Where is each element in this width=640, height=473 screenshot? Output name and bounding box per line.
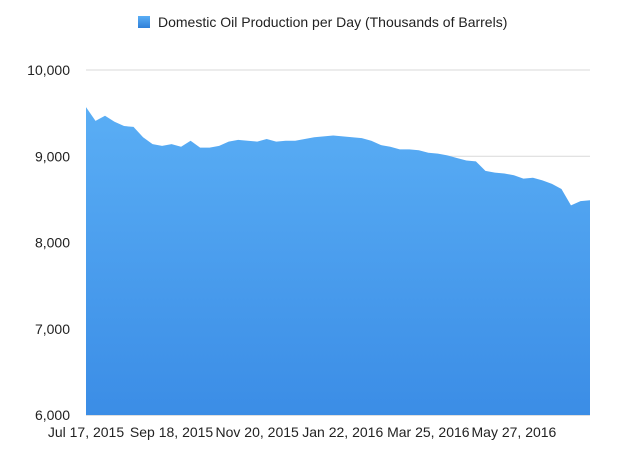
legend-swatch (138, 16, 150, 28)
data-point (389, 146, 391, 148)
data-point (228, 141, 230, 143)
data-point (408, 148, 410, 150)
data-point (190, 140, 192, 142)
data-point (532, 177, 534, 179)
x-tick-label: Nov 20, 2015 (216, 424, 299, 440)
data-point (351, 136, 353, 138)
data-point (446, 154, 448, 156)
y-axis: 6,000 7,000 8,000 9,000 10,000 (27, 62, 70, 423)
data-point (161, 145, 163, 147)
data-point (142, 136, 144, 138)
y-tick-label: 9,000 (35, 148, 70, 164)
data-point (180, 146, 182, 148)
data-point (332, 135, 334, 137)
data-point (171, 143, 173, 145)
data-point (123, 125, 125, 127)
data-point (399, 148, 401, 150)
data-point (589, 199, 591, 201)
data-point (152, 143, 154, 145)
y-tick-label: 6,000 (35, 407, 70, 423)
legend: Domestic Oil Production per Day (Thousan… (138, 14, 507, 30)
data-point (342, 135, 344, 137)
data-point (418, 149, 420, 151)
data-point (456, 157, 458, 159)
data-point (513, 174, 515, 176)
data-point (465, 160, 467, 162)
data-point (484, 170, 486, 172)
data-point (133, 126, 135, 128)
data-point (560, 188, 562, 190)
y-tick-label: 8,000 (35, 235, 70, 251)
data-point (579, 200, 581, 202)
x-axis: Jul 17, 2015 Sep 18, 2015 Nov 20, 2015 Jan … (48, 424, 557, 440)
data-point (551, 183, 553, 185)
data-point (522, 178, 524, 180)
data-point (570, 204, 572, 206)
data-point (323, 135, 325, 137)
x-tick-label: Sep 18, 2015 (130, 424, 214, 440)
data-point (237, 139, 239, 141)
data-point (380, 144, 382, 146)
data-point (370, 140, 372, 142)
data-point (114, 121, 116, 123)
x-tick-label: Jan 22, 2016 (302, 424, 383, 440)
data-point (104, 115, 106, 117)
data-point (95, 120, 97, 122)
data-point (427, 152, 429, 154)
data-point (475, 160, 477, 162)
y-tick-label: 10,000 (27, 62, 70, 78)
y-tick-label: 7,000 (35, 321, 70, 337)
data-point (294, 140, 296, 142)
legend-label: Domestic Oil Production per Day (Thousan… (158, 14, 507, 30)
data-point (209, 147, 211, 149)
data-point (437, 153, 439, 155)
data-point (304, 138, 306, 140)
data-point (503, 173, 505, 175)
data-point (275, 141, 277, 143)
data-point (247, 140, 249, 142)
x-tick-label: May 27, 2016 (472, 424, 557, 440)
data-point (199, 147, 201, 149)
data-point (285, 140, 287, 142)
x-tick-label: Mar 25, 2016 (387, 424, 470, 440)
data-point (266, 138, 268, 140)
data-point (313, 136, 315, 138)
data-point (361, 137, 363, 139)
data-point (256, 141, 258, 143)
data-point (541, 179, 543, 181)
data-point (85, 106, 87, 108)
x-tick-label: Jul 17, 2015 (48, 424, 124, 440)
series-area (86, 107, 590, 415)
data-point (494, 172, 496, 174)
area-layer (85, 106, 591, 415)
data-point (218, 145, 220, 147)
